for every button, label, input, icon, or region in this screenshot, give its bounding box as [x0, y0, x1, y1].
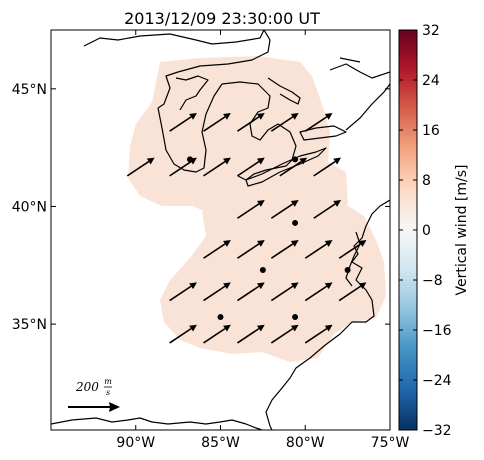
- wind-vector: [203, 282, 231, 302]
- wind-vector: [203, 240, 231, 259]
- colorbar-tick-label: −32: [422, 423, 452, 439]
- wind-vector: [279, 157, 308, 177]
- map-title: 2013/12/09 23:30:00 UT: [124, 9, 320, 28]
- lake-michigan-shore: [157, 75, 223, 173]
- lake-superior-shore: [83, 30, 271, 109]
- colorbar-tick-label: 8: [422, 173, 431, 189]
- wind-vector: [304, 240, 333, 259]
- wind-vector: [203, 157, 231, 177]
- wind-vectors: [126, 112, 367, 344]
- colorbar: 32 24 16 8 0 −8 −16 −24 −32 Vertical wind [m/s]: [398, 23, 470, 439]
- wind-vector: [237, 200, 265, 219]
- wind-vector: [237, 157, 265, 177]
- wind-vector: [304, 282, 333, 302]
- lake-huron-shore: [221, 81, 297, 181]
- wind-vector: [169, 282, 197, 302]
- coastlines: [51, 30, 390, 430]
- colorbar-tick-label: −16: [422, 323, 452, 339]
- wind-vector: [304, 324, 333, 344]
- colorbar-tick-label: 0: [422, 223, 431, 239]
- georgian-bay-shore: [267, 77, 301, 105]
- wind-vector: [270, 240, 299, 259]
- colorbar-ticks: 32 24 16 8 0 −8 −16 −24 −32: [399, 23, 452, 439]
- colorbar-label: Vertical wind [m/s]: [454, 165, 470, 296]
- wind-vector: [313, 157, 342, 177]
- lon-tick-label: 85°W: [201, 435, 240, 451]
- station-marker: [186, 156, 193, 163]
- station-marker: [344, 267, 351, 273]
- scale-key-unit-num: m: [104, 377, 112, 386]
- lon-tick-label: 90°W: [116, 435, 155, 451]
- colorbar-tick-label: 32: [422, 23, 440, 39]
- colorbar-tick-label: 24: [422, 73, 440, 89]
- scale-key-value: 200: [75, 380, 99, 394]
- wind-vector: [270, 112, 299, 132]
- wind-vector: [237, 324, 265, 344]
- wind-vector: [237, 282, 265, 302]
- wind-vector: [169, 324, 197, 344]
- wind-vector: [338, 282, 367, 302]
- lon-tick-label: 75°W: [371, 435, 410, 451]
- atlantic-coast: [265, 199, 390, 430]
- lat-tick-label: 40°N: [12, 199, 47, 215]
- gulf-coast: [51, 417, 263, 430]
- wind-vector: [203, 112, 231, 132]
- scale-key-arrow-head: [109, 402, 120, 412]
- wind-vector: [237, 112, 265, 132]
- station-marker: [217, 314, 224, 321]
- colorbar-tick-label: −8: [422, 273, 443, 289]
- wind-vector: [338, 240, 367, 259]
- scale-key-unit-den: s: [106, 388, 110, 397]
- wind-vector: [270, 282, 299, 302]
- scale-key: 200 m s: [68, 377, 120, 412]
- lat-tick-label: 35°N: [12, 317, 47, 333]
- wind-vector: [270, 200, 299, 219]
- wind-vector: [126, 157, 155, 177]
- wind-vector: [169, 112, 197, 132]
- wind-vector: [270, 324, 299, 344]
- station-marker: [292, 219, 299, 226]
- st-lawrence-shore: [329, 57, 390, 131]
- colorbar-tick-label: −24: [422, 373, 452, 389]
- station-marker: [259, 267, 266, 273]
- colorbar-tick-label: 16: [422, 123, 440, 139]
- stations: [186, 156, 351, 321]
- latitude-axis: 45°N 40°N 35°N: [12, 82, 390, 333]
- lat-tick-label: 45°N: [12, 82, 47, 98]
- station-marker: [292, 314, 299, 321]
- lon-tick-label: 80°W: [286, 435, 325, 451]
- wind-vector: [203, 324, 231, 344]
- chesapeake-shore: [345, 231, 361, 287]
- lake-ontario-shore: [299, 125, 347, 141]
- wind-vector: [304, 112, 333, 132]
- map-area: [51, 30, 390, 430]
- longitude-axis: 90°W 85°W 80°W 75°W: [116, 30, 409, 451]
- wind-vector: [313, 200, 342, 219]
- lake-erie-shore: [245, 147, 327, 187]
- wind-vector: [237, 240, 265, 259]
- station-marker: [292, 156, 299, 163]
